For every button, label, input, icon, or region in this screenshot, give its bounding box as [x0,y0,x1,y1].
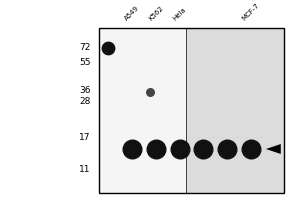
Bar [100,28,284,193]
Text: 11: 11 [79,165,91,174]
Text: 36: 36 [79,86,91,95]
Point [177,147,182,151]
Text: MCF-7: MCF-7 [241,3,261,22]
Point [106,46,111,50]
Bar [186,28,284,193]
Text: 17: 17 [79,133,91,142]
Bar [100,28,284,193]
Point [148,90,152,94]
Polygon shape [266,144,281,154]
Point [130,147,135,151]
Text: K562: K562 [148,5,164,22]
Text: Hela: Hela [172,7,188,22]
Text: 55: 55 [79,58,91,67]
Text: A549: A549 [124,5,141,22]
Text: 72: 72 [79,43,91,52]
Text: 28: 28 [79,97,91,106]
Point [225,147,230,151]
Point [201,147,206,151]
Point [249,147,254,151]
Point [154,147,158,151]
